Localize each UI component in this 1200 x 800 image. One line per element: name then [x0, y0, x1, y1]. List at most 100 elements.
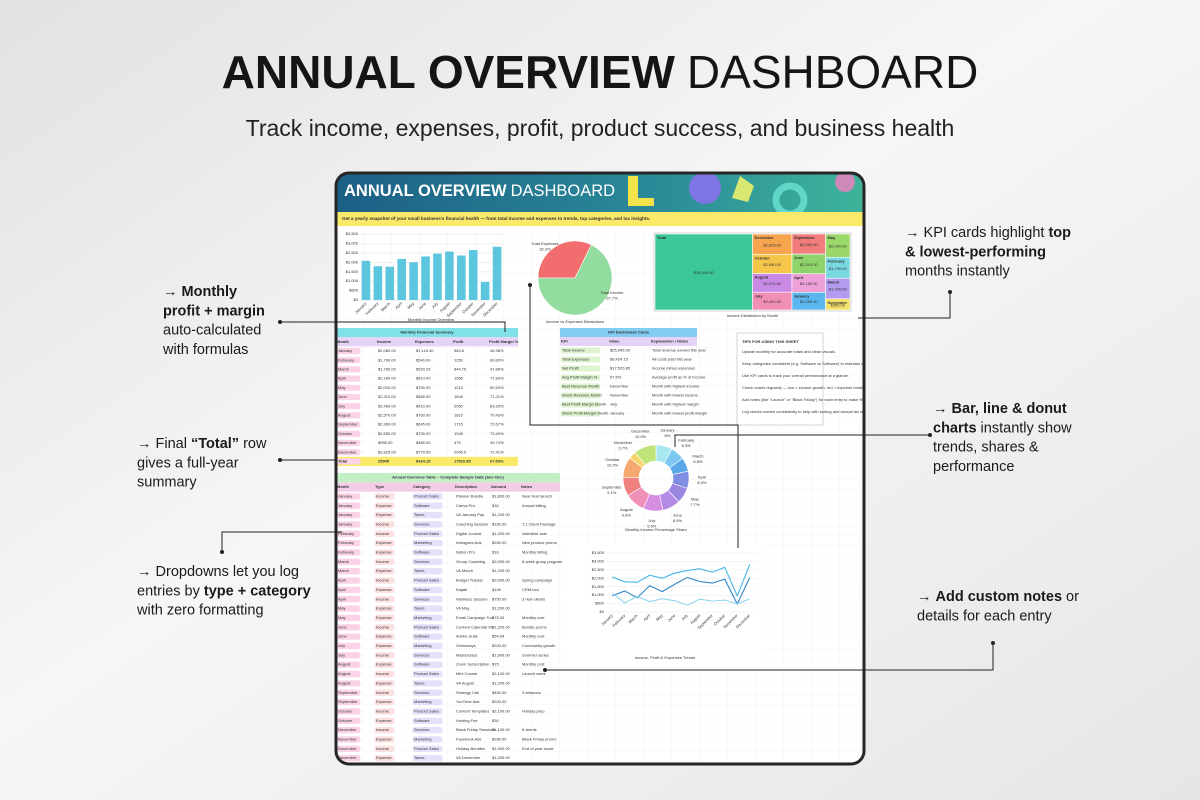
- tile-label: February: [828, 258, 846, 263]
- table-cell: Black Friday Sessions: [456, 727, 495, 732]
- table-cell: Income: [376, 521, 390, 526]
- y-tick-label: $500: [595, 601, 605, 606]
- cell-chip: [336, 717, 361, 724]
- cell-chip: [336, 521, 361, 528]
- table-cell: January: [338, 503, 352, 508]
- table-cell: Product Sales: [414, 708, 439, 713]
- cell-chip: [336, 661, 361, 668]
- slice-value: 9.5%: [647, 523, 657, 528]
- tip-item: Log vendor names consistently to help wi…: [742, 409, 874, 414]
- table-cell: March: [338, 559, 349, 564]
- callout-text: Add custom notes: [936, 589, 1062, 605]
- y-tick-label: $2,500: [592, 567, 605, 572]
- cell-chip: [412, 652, 443, 659]
- table-cell: $2,825.00: [378, 449, 397, 454]
- table-cell: $75.00: [492, 615, 505, 620]
- table-cell: Income: [376, 493, 390, 498]
- table-cell: Month with highest income: [652, 384, 700, 389]
- tile-label: June: [794, 255, 804, 260]
- table-cell: Adobe Suite: [456, 634, 479, 639]
- cell-chip: [336, 384, 361, 391]
- callout-text: trends, shares &: [933, 439, 1039, 455]
- slice-value: 8%: [665, 433, 671, 438]
- cell-chip: [374, 614, 395, 622]
- y-tick-label: $500: [349, 288, 359, 293]
- cell-chip: [560, 374, 601, 381]
- table-cell: Canva Pro: [456, 503, 476, 508]
- table-cell: 1645: [454, 394, 464, 399]
- table-cell: $955.00: [378, 440, 393, 445]
- table-cell: Expense: [376, 587, 392, 592]
- x-tick-label: March: [627, 613, 638, 624]
- y-tick-label: $3,000: [346, 240, 359, 245]
- bar: [492, 246, 502, 300]
- tile-value: $2,360.00: [800, 242, 819, 247]
- cell-chip: [412, 502, 443, 509]
- tile-value: $2,080.00: [800, 299, 819, 304]
- cell-chip: [336, 403, 361, 410]
- pie-slice: [537, 240, 592, 279]
- table-cell: Mini Course: [456, 671, 478, 676]
- table-cell: $2,460.00: [378, 403, 397, 408]
- cell-chip: [336, 511, 361, 519]
- table-cell: 1250: [454, 357, 464, 362]
- table-cell: August: [338, 680, 351, 685]
- table-title: Monthly Financial Summary: [400, 330, 454, 335]
- table-cell: $1,100.00: [492, 727, 511, 732]
- table-cell: 72.41%: [490, 449, 504, 454]
- connector-dots: [220, 283, 995, 672]
- cell-chip: [412, 614, 443, 622]
- table-cell: Zoom Subscription: [456, 662, 489, 667]
- table-cell: $1,200.00: [492, 680, 511, 685]
- cell-chip: [412, 726, 443, 734]
- bar: [468, 250, 478, 300]
- tips-box: [736, 332, 824, 426]
- table-cell: August: [338, 671, 351, 676]
- cell-chip: [412, 736, 443, 743]
- x-tick-label: March: [380, 301, 391, 312]
- table-cell: 844.75: [454, 366, 467, 371]
- tile-label: October: [755, 256, 771, 261]
- cell-chip: [336, 549, 361, 556]
- table-cell: $1,115.40: [416, 348, 434, 353]
- cell-chip: [412, 586, 443, 594]
- table-cell: 2050: [454, 403, 464, 408]
- table-cell: July: [338, 403, 345, 408]
- table-cell: Expense: [376, 680, 392, 685]
- cell-chip: [336, 357, 361, 364]
- y-tick-label: $3,000: [592, 558, 605, 563]
- sheet: ANNUAL OVERVIEW DASHBOARD Get a yearly sn…: [336, 173, 874, 764]
- table-cell: Expense: [376, 512, 392, 517]
- callout-text: →: [163, 284, 182, 300]
- cell-chip: [336, 393, 361, 401]
- table-cell: August: [338, 412, 351, 417]
- table-cell: Masterclass: [456, 652, 477, 657]
- table-cell: Total Income: [562, 348, 585, 353]
- table-cell: $645.00: [416, 422, 431, 427]
- slice-value: 6.9%: [682, 443, 692, 448]
- bar: [385, 266, 395, 300]
- cell-chip: [412, 689, 443, 696]
- total-row-bar: [336, 456, 518, 466]
- cell-chip: [336, 642, 361, 650]
- table-cell: $1,765.00: [378, 366, 397, 371]
- cell-chip: [374, 511, 395, 519]
- callout-line: → Monthly: [163, 284, 237, 300]
- table-cell: Taxes: [414, 568, 424, 573]
- tile-label: May: [828, 235, 837, 240]
- table-cell: December: [338, 755, 357, 760]
- table-cell: $1,200.00: [492, 755, 511, 760]
- callout-line: with zero formatting: [136, 602, 264, 618]
- table-cell: 73.40%: [490, 431, 504, 436]
- table-cell: Black Friday promo: [522, 737, 557, 742]
- table-cell: Marketing: [414, 737, 432, 742]
- connector: [221, 531, 342, 552]
- bar: [457, 255, 466, 300]
- page-title: ANNUAL OVERVIEW DASHBOARD: [222, 46, 979, 98]
- cell-chip: [336, 412, 361, 419]
- decor: [628, 176, 654, 206]
- slice-label: June: [673, 513, 682, 518]
- connectors: [221, 285, 994, 671]
- table-cell: $2,180.00: [378, 376, 397, 381]
- table-cell: Income: [376, 690, 390, 695]
